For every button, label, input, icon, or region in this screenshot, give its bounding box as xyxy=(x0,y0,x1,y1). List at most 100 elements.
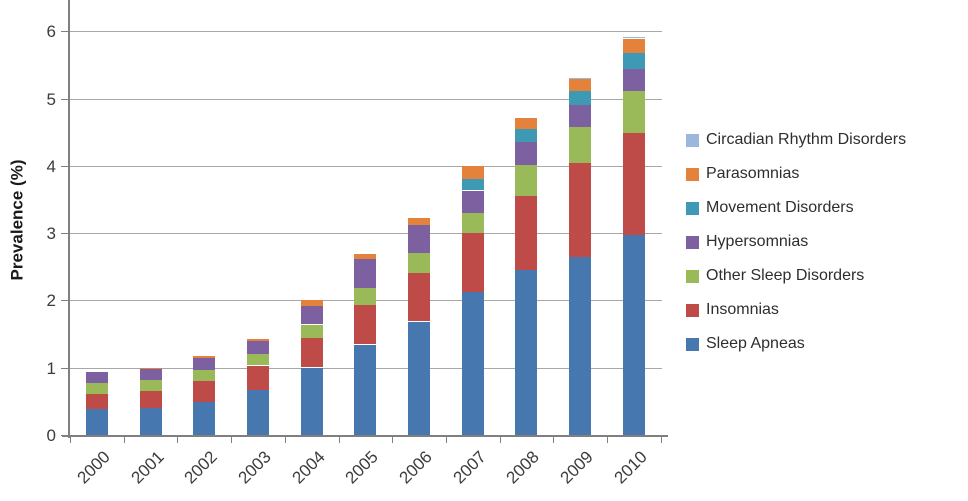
bar-segment-other-sleep-disorders-2006 xyxy=(408,253,430,273)
bar-segment-hypersomnias-2001 xyxy=(140,369,162,380)
bar-segment-sleep-apneas-2009 xyxy=(569,257,591,435)
legend-label-insomnias: Insomnias xyxy=(706,301,779,318)
x-tick-6 xyxy=(392,437,393,443)
x-tick-0 xyxy=(70,437,71,443)
bar-segment-parasomnias-2002 xyxy=(193,356,215,358)
legend-label-parasomnias: Parasomnias xyxy=(706,165,800,182)
bar-segment-sleep-apneas-2004 xyxy=(301,368,323,435)
x-tick-10 xyxy=(607,437,608,443)
bar-segment-parasomnias-2005 xyxy=(354,254,376,259)
gridline-y-3 xyxy=(68,233,662,234)
y-tick-label-3: 3 xyxy=(46,224,56,243)
bar-segment-other-sleep-disorders-2002 xyxy=(193,370,215,381)
bar-segment-insomnias-2008 xyxy=(515,196,537,270)
legend-item-other-sleep-disorders: Other Sleep Disorders xyxy=(686,259,906,293)
bar-segment-movement-disorders-2010 xyxy=(623,53,645,69)
bar-segment-insomnias-2010 xyxy=(623,133,645,235)
legend-swatch-hypersomnias xyxy=(686,235,699,249)
bar-segment-parasomnias-2004 xyxy=(301,300,323,306)
bar-segment-hypersomnias-2010 xyxy=(623,69,645,91)
legend-item-hypersomnias: Hypersomnias xyxy=(686,225,906,259)
legend-label-hypersomnias: Hypersomnias xyxy=(706,233,809,250)
bar-segment-insomnias-2001 xyxy=(140,391,162,408)
bar-segment-hypersomnias-2005 xyxy=(354,259,376,288)
y-tick-2 xyxy=(61,300,68,301)
y-tick-label-0: 0 xyxy=(46,426,56,445)
bar-segment-circadian-rhythm-disorders-2010 xyxy=(623,37,645,38)
bar-segment-sleep-apneas-2001 xyxy=(140,408,162,435)
bar-segment-sleep-apneas-2005 xyxy=(354,345,376,435)
x-tick-5 xyxy=(339,437,340,443)
y-tick-5 xyxy=(61,99,68,100)
legend-item-parasomnias: Parasomnias xyxy=(686,157,906,191)
legend-swatch-circadian-rhythm-disorders xyxy=(686,133,699,147)
legend-label-movement-disorders: Movement Disorders xyxy=(706,199,854,216)
x-tick-label-2007: 2007 xyxy=(449,447,490,488)
legend-swatch-sleep-apneas xyxy=(686,337,699,351)
bar-segment-sleep-apneas-2007 xyxy=(462,292,484,435)
legend-label-other-sleep-disorders: Other Sleep Disorders xyxy=(706,267,865,284)
x-tick-1 xyxy=(124,437,125,443)
bar-segment-movement-disorders-2009 xyxy=(569,91,591,105)
y-tick-1 xyxy=(61,368,68,369)
legend-label-circadian-rhythm-disorders: Circadian Rhythm Disorders xyxy=(706,131,907,148)
x-tick-7 xyxy=(446,437,447,443)
y-tick-0 xyxy=(61,435,68,436)
bar-segment-hypersomnias-2007 xyxy=(462,191,484,213)
x-tick-label-2001: 2001 xyxy=(127,447,168,488)
x-tick-label-2008: 2008 xyxy=(502,447,543,488)
legend: Circadian Rhythm Disorders Parasomnias Mov… xyxy=(686,123,906,361)
x-tick-8 xyxy=(500,437,501,443)
bar-segment-hypersomnias-2006 xyxy=(408,225,430,253)
legend-item-sleep-apneas: Sleep Apneas xyxy=(686,327,906,361)
bar-segment-parasomnias-2006 xyxy=(408,218,430,225)
y-tick-label-1: 1 xyxy=(46,359,56,378)
gridline-y-6 xyxy=(68,31,662,32)
x-tick-label-2000: 2000 xyxy=(73,447,114,488)
legend-item-insomnias: Insomnias xyxy=(686,293,906,327)
legend-item-movement-disorders: Movement Disorders xyxy=(686,191,906,225)
bar-segment-insomnias-2000 xyxy=(86,394,108,409)
bar-segment-sleep-apneas-2010 xyxy=(623,235,645,435)
bar-segment-hypersomnias-2003 xyxy=(247,341,269,354)
bar-segment-hypersomnias-2000 xyxy=(86,372,108,383)
legend-swatch-movement-disorders xyxy=(686,201,699,215)
bar-segment-hypersomnias-2009 xyxy=(569,105,591,127)
gridline-y-5 xyxy=(68,99,662,100)
x-tick-label-2002: 2002 xyxy=(180,447,221,488)
y-axis-title-wrap: Prevalence (%) xyxy=(0,0,34,440)
bar-segment-circadian-rhythm-disorders-2009 xyxy=(569,78,591,79)
bar-segment-sleep-apneas-2006 xyxy=(408,322,430,435)
y-tick-4 xyxy=(61,166,68,167)
y-tick-label-2: 2 xyxy=(46,291,56,310)
x-axis-line xyxy=(62,435,668,437)
bar-segment-other-sleep-disorders-2005 xyxy=(354,288,376,305)
bar-segment-insomnias-2006 xyxy=(408,273,430,321)
x-tick-11 xyxy=(661,437,662,443)
bar-segment-parasomnias-2001 xyxy=(140,368,162,369)
bar-segment-movement-disorders-2008 xyxy=(515,129,537,142)
x-tick-label-2005: 2005 xyxy=(341,447,382,488)
y-tick-6 xyxy=(61,31,68,32)
bar-segment-insomnias-2003 xyxy=(247,366,269,390)
bar-segment-insomnias-2004 xyxy=(301,337,323,367)
bar-segment-other-sleep-disorders-2008 xyxy=(515,164,537,196)
x-tick-label-2004: 2004 xyxy=(288,447,329,488)
bar-segment-other-sleep-disorders-2010 xyxy=(623,90,645,133)
legend-swatch-parasomnias xyxy=(686,167,699,181)
x-tick-4 xyxy=(285,437,286,443)
legend-swatch-other-sleep-disorders xyxy=(686,269,699,283)
bar-segment-hypersomnias-2004 xyxy=(301,306,323,324)
y-tick-3 xyxy=(61,233,68,234)
x-tick-label-2003: 2003 xyxy=(234,447,275,488)
bar-segment-parasomnias-2010 xyxy=(623,39,645,53)
bar-segment-parasomnias-2003 xyxy=(247,339,269,341)
bar-segment-other-sleep-disorders-2007 xyxy=(462,213,484,233)
bar-segment-sleep-apneas-2002 xyxy=(193,402,215,435)
x-tick-label-2006: 2006 xyxy=(395,447,436,488)
bar-segment-sleep-apneas-2000 xyxy=(86,409,108,435)
bar-segment-hypersomnias-2002 xyxy=(193,358,215,370)
bar-segment-other-sleep-disorders-2001 xyxy=(140,380,162,391)
bar-segment-parasomnias-2008 xyxy=(515,118,537,129)
